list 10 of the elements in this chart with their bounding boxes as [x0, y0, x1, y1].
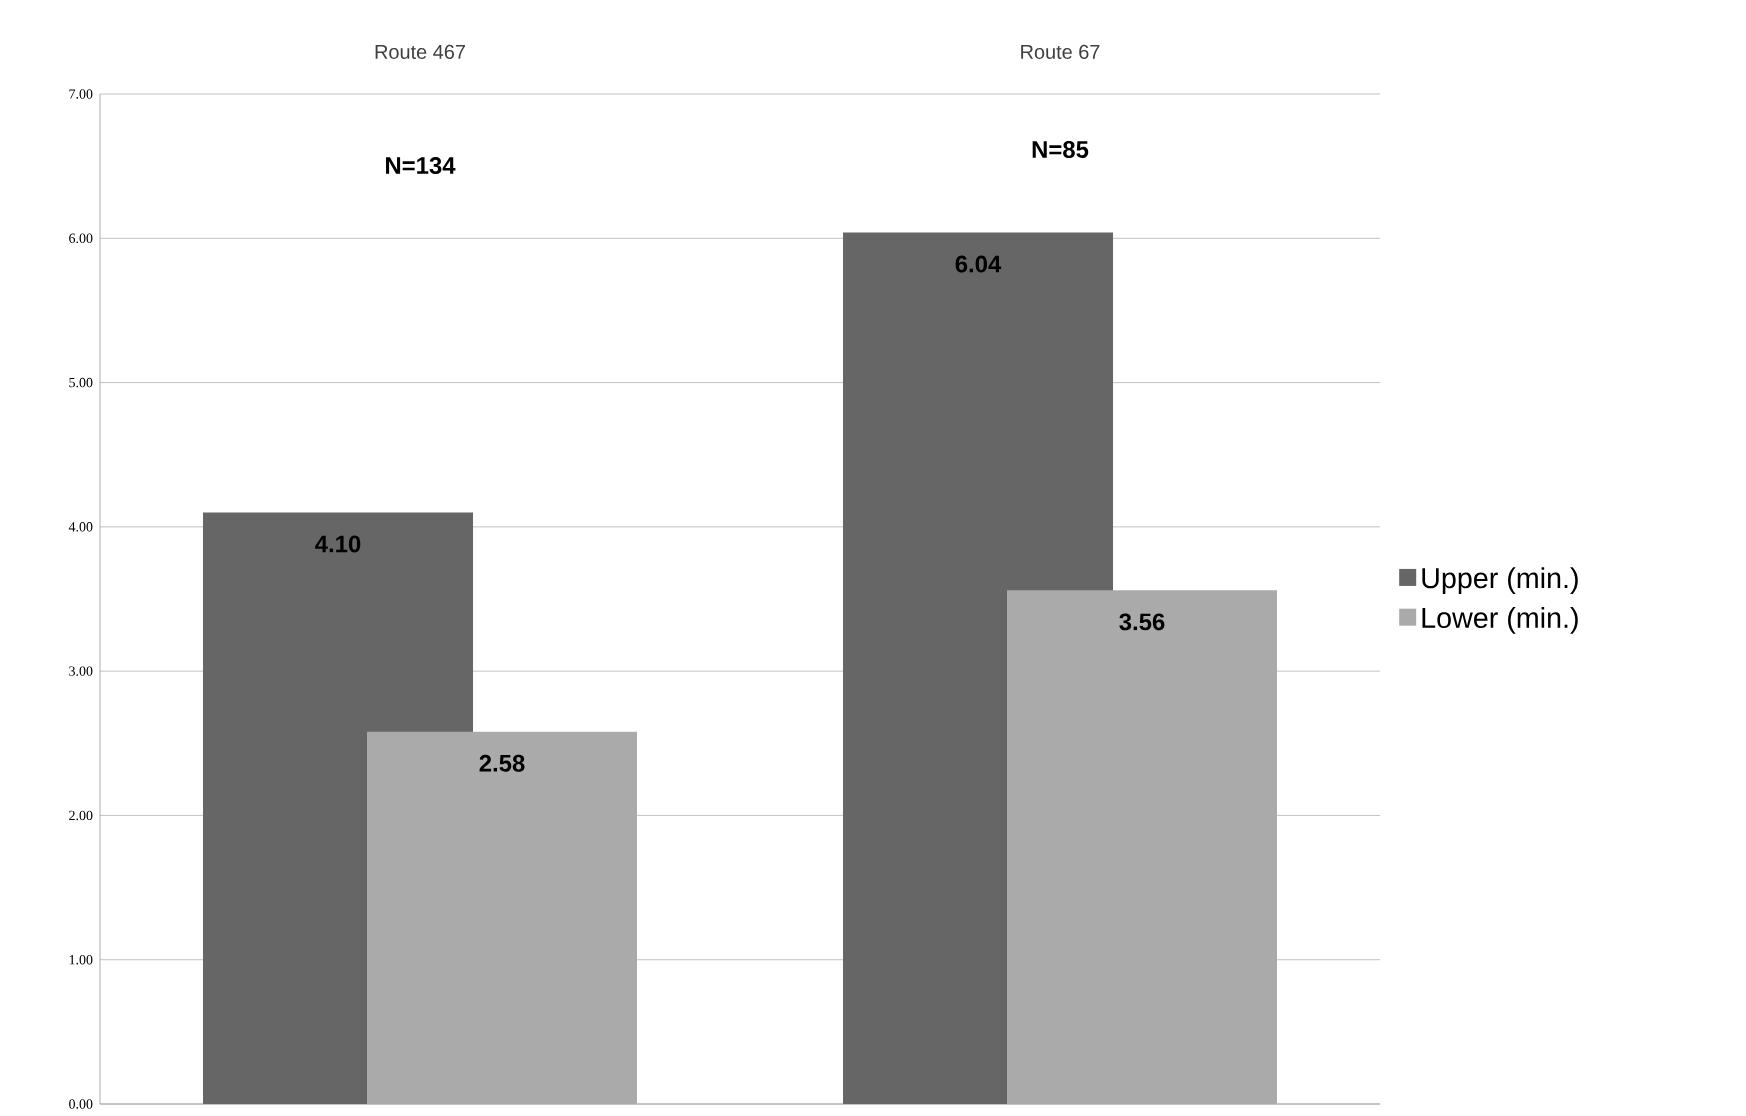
data-label: 3.56 — [1119, 613, 1165, 631]
annotation: N=85 — [1032, 141, 1089, 158]
x-tick-label: Route 467 — [375, 44, 465, 59]
legend-label: Upper (min.) — [1422, 567, 1578, 594]
annotation: N=134 — [386, 157, 456, 175]
data-label: 6.04 — [955, 255, 1002, 273]
data-label: 2.58 — [479, 754, 525, 772]
x-tick-label: Route 67 — [1021, 44, 1100, 59]
legend-label: Lower (min.) — [1422, 607, 1578, 634]
data-label: 4.10 — [315, 535, 361, 553]
